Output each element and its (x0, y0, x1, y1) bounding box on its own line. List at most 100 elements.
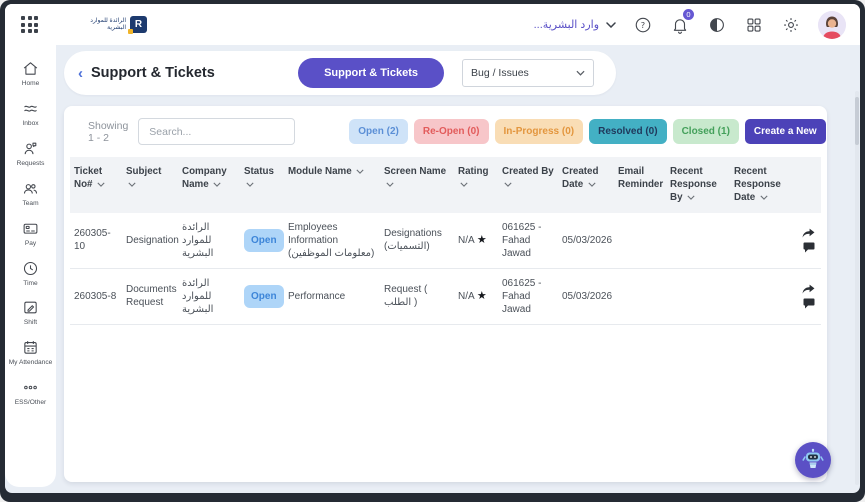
forward-icon[interactable] (802, 284, 815, 295)
notifications-bell-icon[interactable]: 0 (670, 7, 695, 35)
cell-rating: N/A ★ (454, 212, 498, 269)
cell-subject: Documents Request (122, 268, 178, 325)
sidebar-item-pay[interactable]: Pay (5, 218, 56, 250)
company-logo-text: الرائدة للموارد البشرية (90, 17, 126, 31)
col-status[interactable]: Status (240, 157, 284, 213)
sort-chevron-icon (460, 182, 468, 188)
settings-gear-icon[interactable] (781, 15, 801, 35)
back-chevron-icon[interactable]: ‹ (78, 64, 83, 82)
time-icon (23, 261, 38, 275)
col-recent-response-date[interactable]: Recent Response Date (730, 157, 795, 213)
sidebar-item-requests[interactable]: Requests (5, 138, 56, 170)
comment-icon[interactable] (803, 242, 815, 253)
company-switcher[interactable]: ...وارد البشرية (534, 18, 616, 31)
cell-screen-name: Request ( الطلب ) (380, 268, 454, 325)
attendance-calendar-icon (24, 341, 37, 355)
requests-icon (24, 142, 37, 155)
table-row[interactable]: 260305-10 Designation الرائدة للموارد ال… (70, 212, 821, 269)
scrollbar-track[interactable] (855, 91, 859, 485)
app-launcher-icon[interactable] (21, 16, 38, 33)
tickets-table: Ticket No# Subject Company Name Status M… (70, 157, 821, 325)
support-tickets-toggle-button[interactable]: Support & Tickets (298, 58, 444, 88)
search-input[interactable] (138, 118, 296, 145)
category-select-value: Bug / Issues (471, 67, 529, 79)
filter-inprogress-button[interactable]: In-Progress (0) (494, 119, 584, 144)
cell-company-name: الرائدة للموارد البشرية (178, 268, 240, 325)
cell-subject: Designation (122, 212, 179, 269)
cell-screen-name: Designations (التسميات) (380, 212, 454, 269)
notification-badge: 0 (682, 7, 695, 21)
col-module-name[interactable]: Module Name (284, 157, 380, 213)
apps-grid-icon[interactable] (744, 15, 764, 35)
cell-email-reminder (614, 212, 666, 269)
cell-actions (795, 268, 821, 325)
pay-icon (23, 223, 38, 234)
forward-icon[interactable] (802, 228, 815, 239)
sidebar-item-my-attendance[interactable]: My Attendance (5, 337, 56, 369)
star-icon[interactable]: ★ (476, 290, 487, 302)
cell-created-by: 061625 - Fahad Jawad (498, 212, 558, 269)
sort-chevron-icon (504, 182, 512, 188)
table-row[interactable]: 260305-8 Documents Request الرائدة للموا… (70, 268, 821, 325)
col-created-date[interactable]: Created Date (558, 157, 614, 213)
sidebar: Home Inbox Requests Team Pay Time Shift (5, 45, 56, 487)
sidebar-item-shift[interactable]: Shift (5, 297, 56, 329)
filter-resolved-button[interactable]: Resolved (0) (589, 119, 667, 144)
table-header-row: Ticket No# Subject Company Name Status M… (70, 157, 821, 213)
cell-recent-response-date (730, 212, 795, 269)
sort-chevron-icon (386, 182, 394, 188)
sidebar-item-home[interactable]: Home (5, 58, 56, 90)
comment-icon[interactable] (803, 298, 815, 309)
filter-reopen-button[interactable]: Re-Open (0) (413, 119, 489, 144)
col-actions (795, 157, 821, 213)
app-screen: الرائدة للموارد البشرية R ...وارد البشري… (5, 4, 860, 493)
cell-status: Open (240, 268, 284, 325)
sort-chevron-icon (246, 182, 254, 188)
col-rating[interactable]: Rating (454, 157, 498, 213)
cell-company-name: الرائدة للموارد البشرية (178, 212, 240, 269)
star-icon[interactable]: ★ (476, 234, 487, 246)
help-icon[interactable]: ? (633, 15, 653, 35)
col-company-name[interactable]: Company Name (178, 157, 240, 213)
topbar: الرائدة للموارد البشرية R ...وارد البشري… (5, 4, 860, 45)
page-header: ‹ Support & Tickets Support & Tickets Bu… (64, 51, 616, 95)
chatbot-button[interactable] (795, 442, 831, 478)
sidebar-item-ess-other[interactable]: ESS/Other (5, 377, 56, 409)
cell-created-date: 05/03/2026 (558, 212, 614, 269)
chevron-down-icon (606, 21, 616, 28)
sidebar-item-inbox[interactable]: Inbox (5, 98, 56, 130)
col-created-by[interactable]: Created By (498, 157, 558, 213)
cell-rating: N/A ★ (454, 268, 498, 325)
col-subject[interactable]: Subject (122, 157, 178, 213)
status-badge: Open (244, 228, 284, 252)
company-logo-mark: R (128, 16, 147, 34)
company-logo[interactable]: الرائدة للموارد البشرية R (74, 16, 147, 34)
category-select[interactable]: Bug / Issues (462, 59, 594, 87)
cell-recent-response-by (666, 212, 730, 269)
sort-chevron-icon (588, 182, 596, 188)
main-area: ‹ Support & Tickets Support & Tickets Bu… (56, 45, 860, 493)
col-email-reminder[interactable]: Email Reminder (614, 157, 666, 213)
cell-actions (795, 212, 821, 269)
sidebar-item-team[interactable]: Team (5, 178, 56, 210)
svg-text:?: ? (641, 20, 645, 30)
tickets-toolbar: Showing 1 - 2 Open (2) Re-Open (0) In-Pr… (70, 118, 826, 145)
theme-contrast-icon[interactable] (707, 15, 727, 35)
filter-closed-button[interactable]: Closed (1) (672, 119, 739, 144)
sort-chevron-icon (213, 182, 222, 188)
col-recent-response-by[interactable]: Recent Response By (666, 157, 730, 213)
col-ticket-no[interactable]: Ticket No# (70, 157, 122, 213)
scrollbar-thumb[interactable] (855, 97, 859, 145)
cell-ticket-no: 260305-10 (70, 212, 122, 269)
sort-chevron-icon (356, 169, 365, 174)
filter-open-button[interactable]: Open (2) (349, 119, 408, 144)
robot-icon (802, 448, 824, 468)
tickets-card: Showing 1 - 2 Open (2) Re-Open (0) In-Pr… (64, 106, 827, 482)
cell-module-name: Performance (284, 268, 380, 325)
sidebar-item-time[interactable]: Time (5, 258, 56, 290)
cell-created-date: 05/03/2026 (558, 268, 614, 325)
user-avatar[interactable] (818, 10, 846, 39)
create-new-button[interactable]: Create a New (744, 119, 826, 144)
col-screen-name[interactable]: Screen Name (380, 157, 454, 213)
